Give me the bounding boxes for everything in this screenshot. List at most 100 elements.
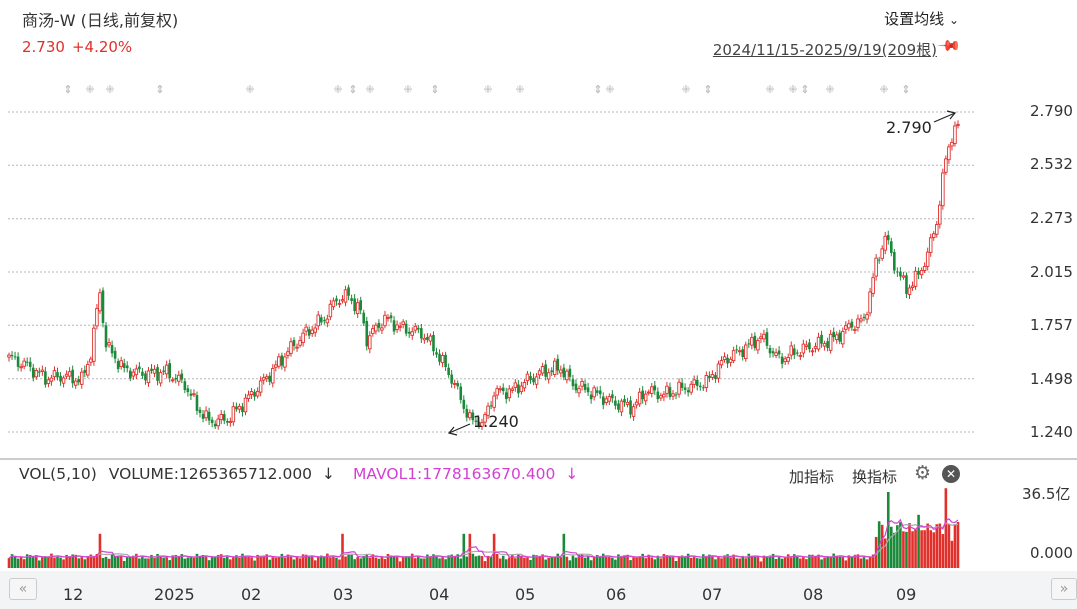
gear-icon[interactable]: ⚙ [914,462,932,484]
volume-bar [932,532,936,568]
candle-body [343,289,348,303]
candle-body [264,376,269,380]
volume-bar [547,557,550,568]
candle-body [808,342,811,350]
volume-bar [838,555,842,568]
time-scrollbar[interactable] [0,571,1077,609]
add-indicator-button[interactable]: 加指标 [789,468,835,486]
volume-bar [526,557,529,568]
candle-body [486,405,490,416]
event-marker: ⁜ [825,83,834,96]
high-arrow-head [946,110,957,120]
volume-bar [614,559,617,568]
volume-bar [171,555,175,568]
volume-bar [13,556,17,568]
low-arrow-head [447,426,458,436]
volume-bar [559,557,563,568]
candle-body [298,340,302,346]
candle-body [492,395,496,408]
candle-body [922,265,927,271]
volume-bar [814,556,817,568]
candle-body [695,379,699,386]
volume-bar [495,554,499,568]
volume-bar [107,558,111,568]
candle-body [471,412,475,421]
volume-bar [514,558,517,568]
event-marker: ⁜ [245,83,254,96]
volume-bar [147,558,150,568]
candle-body [637,391,642,405]
volume-bar [65,554,68,568]
candle-body [634,401,639,406]
volume-bar [714,559,717,568]
volume-bar [244,556,247,568]
volume-bar [799,558,802,568]
candle-body [31,367,35,378]
candle-body [192,393,196,396]
volume-bar [256,554,259,568]
candle-body [59,375,62,382]
volume-bar [153,557,156,568]
swap-indicator-button[interactable]: 换指标 [852,468,898,486]
candle-body [604,398,609,404]
volume-bar [498,558,502,568]
candle-body [574,383,578,391]
candle-body [386,317,390,319]
candle-body [170,379,175,382]
candle-body [820,334,823,344]
candle-body [168,363,171,379]
candle-body [623,399,626,403]
volume-bar [395,555,399,568]
volume-bar [362,556,366,568]
candle-body [22,360,26,367]
volume-bar [680,555,684,568]
volume-bar [711,555,714,568]
candle-body [116,361,120,370]
volume-bar [477,555,481,568]
candle-body [868,291,872,314]
mavol-arrow: ↓ [565,465,579,483]
x-tick-label: 07 [702,585,723,604]
volume-bar [956,522,960,568]
volume-bar [893,532,896,568]
candle-body [64,373,69,377]
y-tick-label: 2.790 [1030,102,1073,120]
volume-bar [507,557,511,568]
ma-settings-button[interactable]: 设置均线 ⌄ [884,8,959,29]
candle-body [150,368,153,371]
volume-bar [762,555,766,568]
candle-body [762,333,766,340]
volume-bar [304,554,308,568]
close-icon[interactable]: ✕ [942,465,960,483]
x-tick-label: 09 [896,585,917,604]
volume-bar [10,554,14,568]
candle-body [310,329,314,334]
x-tick-label: 2025 [154,585,195,604]
candle-body [810,350,815,353]
volume-bar [553,557,557,568]
event-marker: ⁜ [483,83,492,96]
candle-body [359,300,363,311]
scroll-left-button[interactable]: « [9,578,37,600]
volume-bar [83,559,87,568]
volume-bar [95,554,99,568]
volume-bar [577,554,581,568]
volume-bar [620,555,623,568]
volume-bar [926,523,929,568]
candle-body [913,270,918,287]
candle-body [737,350,742,353]
y-tick-label: 2.015 [1030,263,1073,281]
volume-bar [177,556,181,568]
volume-bar [165,556,168,568]
volume-bar [229,559,232,568]
volume-bar [617,554,620,568]
volume-bar [574,557,578,568]
scroll-right-button[interactable]: » [1051,578,1077,600]
volume-bar [705,556,708,568]
volume-bar [338,559,341,568]
date-range-link[interactable]: 2024/11/15-2025/9/19(209根) [712,41,937,59]
volume-bar [629,560,632,568]
candle-body [796,352,799,354]
candle-body [422,337,427,341]
